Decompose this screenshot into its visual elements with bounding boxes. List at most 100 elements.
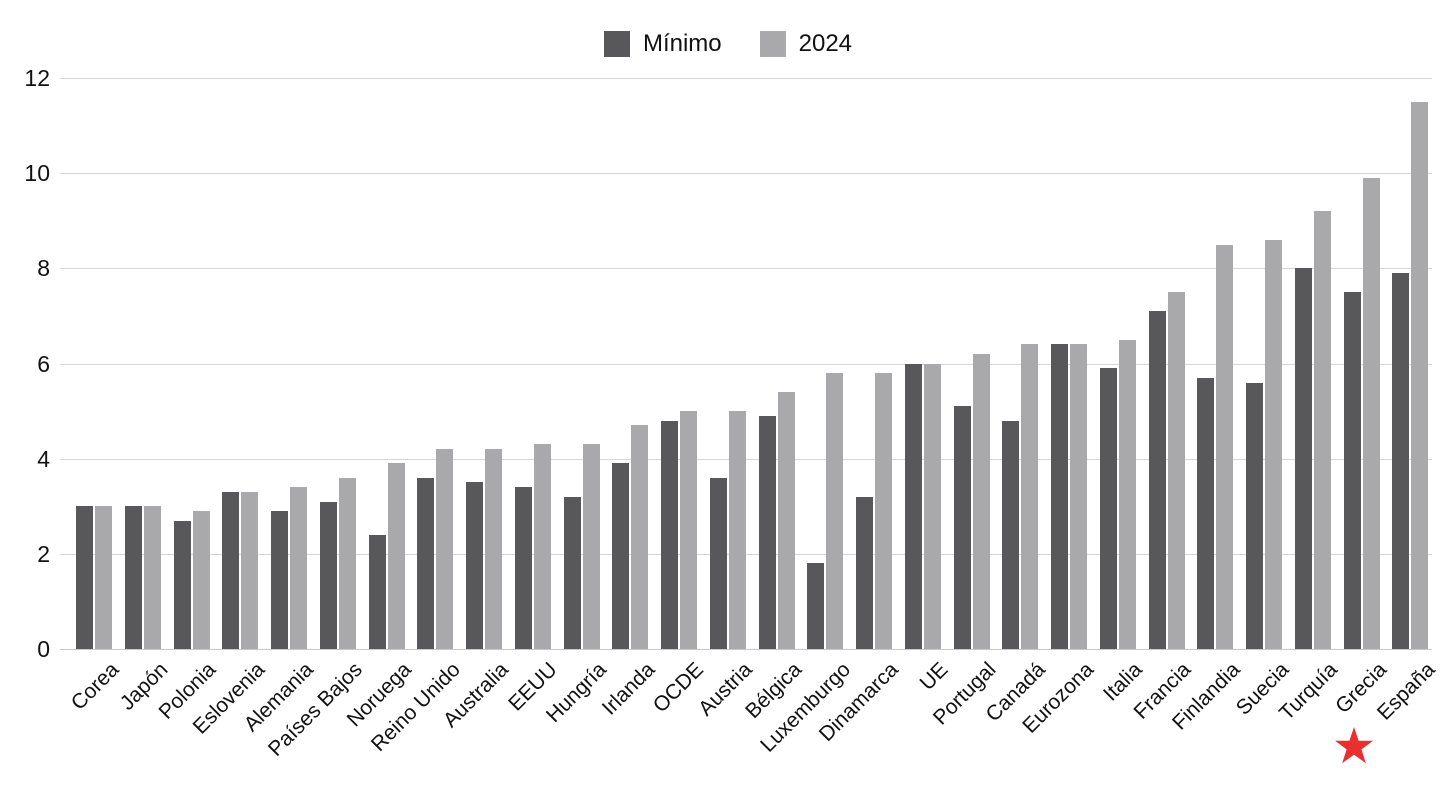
bar-group-francia xyxy=(1148,78,1185,649)
bar-group-australia xyxy=(466,78,502,649)
bar-minimo-francia xyxy=(1148,311,1166,649)
bar-2024-ue xyxy=(923,363,941,649)
y-axis-tick-label-6: 6 xyxy=(37,350,50,377)
bar-2024-belgica xyxy=(777,392,795,649)
bar-minimo-irlanda xyxy=(612,463,630,649)
bar-2024-francia xyxy=(1167,292,1185,649)
bar-minimo-eslovenia xyxy=(222,491,240,649)
bar-minimo-polonia xyxy=(173,520,191,649)
bar-group-espana xyxy=(1392,78,1429,649)
bar-2024-grecia xyxy=(1362,177,1380,649)
legend-label-minimo: Mínimo xyxy=(642,30,722,57)
bar-minimo-grecia xyxy=(1343,292,1361,649)
bar-minimo-corea xyxy=(76,506,93,649)
legend: Mínimo 2024 xyxy=(0,30,1456,58)
bar-2024-polonia xyxy=(192,511,210,649)
bar-2024-reino-unido xyxy=(436,449,454,649)
bar-minimo-alemania xyxy=(271,511,288,649)
bar-minimo-reino-unido xyxy=(417,477,435,649)
x-axis-label-irlanda: Irlanda xyxy=(597,658,660,720)
x-axis-label-corea: Corea xyxy=(66,658,124,715)
y-axis-tick-label-10: 10 xyxy=(24,160,50,187)
legend-item-2024: 2024 xyxy=(759,30,853,58)
legend-swatch-minimo xyxy=(603,31,630,57)
bar-group-paises-bajos xyxy=(319,78,356,649)
bar-group-reino-unido xyxy=(417,78,454,649)
bar-2024-eslovenia xyxy=(241,491,259,649)
gridline-y-12 xyxy=(60,78,1432,79)
bar-group-turquia xyxy=(1294,78,1331,649)
y-axis-tick-label-12: 12 xyxy=(24,65,50,91)
y-axis-tick-label-0: 0 xyxy=(37,636,50,662)
bar-minimo-finlandia xyxy=(1197,377,1215,649)
bar-2024-turquia xyxy=(1313,211,1331,649)
bar-group-suecia xyxy=(1246,78,1282,649)
bar-minimo-ue xyxy=(904,363,922,649)
bar-group-noruega xyxy=(368,78,405,649)
spain-highlight-star-icon xyxy=(1335,727,1374,764)
legend-item-minimo: Mínimo xyxy=(603,30,722,58)
bar-minimo-luxemburgo xyxy=(807,563,825,649)
bar-2024-paises-bajos xyxy=(338,477,356,649)
bar-minimo-australia xyxy=(466,482,483,649)
bar-2024-japon xyxy=(143,506,161,649)
bar-group-hungria xyxy=(563,78,600,649)
bar-2024-eeuu xyxy=(533,444,551,649)
bar-group-dinamarca xyxy=(856,78,892,649)
bar-group-luxemburgo xyxy=(807,78,844,649)
bar-minimo-dinamarca xyxy=(856,496,873,649)
bar-minimo-eurozona xyxy=(1051,344,1068,649)
bar-2024-noruega xyxy=(387,463,405,649)
bar-minimo-japon xyxy=(124,506,142,649)
bar-2024-australia xyxy=(485,449,502,649)
bar-group-grecia xyxy=(1343,78,1380,649)
bar-group-belgica xyxy=(758,78,795,649)
bar-minimo-austria xyxy=(709,477,727,649)
bar-group-eurozona xyxy=(1051,78,1087,649)
bar-group-austria xyxy=(709,78,746,649)
bar-minimo-espana xyxy=(1392,273,1410,649)
bar-2024-irlanda xyxy=(631,425,649,649)
bar-group-japon xyxy=(124,78,161,649)
bar-minimo-hungria xyxy=(563,496,581,649)
bar-minimo-noruega xyxy=(368,534,386,649)
bar-minimo-eeuu xyxy=(514,487,532,649)
bar-2024-ocde xyxy=(680,411,697,649)
bar-group-polonia xyxy=(173,78,210,649)
gridline-y-6 xyxy=(60,363,1432,365)
legend-swatch-2024 xyxy=(759,31,786,57)
legend-label-2024: 2024 xyxy=(798,30,853,57)
bar-minimo-ocde xyxy=(661,420,678,649)
bar-group-corea xyxy=(76,78,112,649)
bar-group-ocde xyxy=(661,78,697,649)
y-axis-tick-label-2: 2 xyxy=(37,540,50,567)
bar-2024-eurozona xyxy=(1070,344,1087,649)
bar-minimo-belgica xyxy=(758,415,776,649)
y-axis-tick-label-8: 8 xyxy=(37,255,50,282)
bar-2024-portugal xyxy=(972,353,990,649)
bar-2024-dinamarca xyxy=(875,373,892,649)
bar-minimo-suecia xyxy=(1246,382,1263,649)
y-axis-tick-label-4: 4 xyxy=(37,445,50,472)
bar-group-irlanda xyxy=(612,78,649,649)
bar-group-italia xyxy=(1099,78,1136,649)
plot-area xyxy=(60,78,1432,650)
bar-group-canada xyxy=(1002,78,1039,649)
bar-2024-corea xyxy=(95,506,112,649)
bar-group-alemania xyxy=(271,78,307,649)
gridline-y-8 xyxy=(60,268,1432,270)
gridline-y-0 xyxy=(60,649,1432,650)
gridline-y-4 xyxy=(60,458,1432,460)
gridline-y-10 xyxy=(60,173,1432,175)
bar-group-finlandia xyxy=(1197,78,1234,649)
bar-2024-alemania xyxy=(290,487,307,649)
bar-2024-italia xyxy=(1118,339,1136,649)
bar-group-portugal xyxy=(953,78,990,649)
bar-2024-canada xyxy=(1021,344,1039,649)
bar-2024-finlandia xyxy=(1216,244,1234,649)
bar-minimo-paises-bajos xyxy=(319,501,337,649)
gridline-y-2 xyxy=(60,553,1432,555)
bar-2024-suecia xyxy=(1265,239,1282,649)
bar-2024-hungria xyxy=(582,444,600,649)
